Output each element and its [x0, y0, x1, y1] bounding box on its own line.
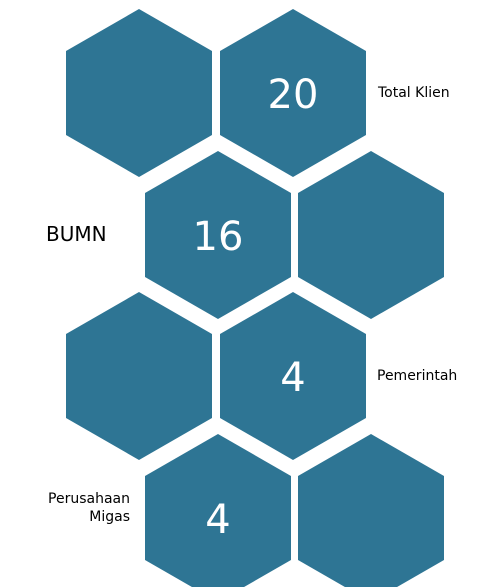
hexagon — [145, 151, 291, 319]
hexagon — [220, 9, 366, 177]
hexagon — [66, 9, 212, 177]
item-value: 4 — [280, 355, 305, 401]
hexagon — [220, 292, 366, 460]
item-label: Pemerintah — [377, 368, 458, 384]
hexagon — [66, 292, 212, 460]
item-value: 20 — [268, 72, 319, 118]
hexagon — [298, 434, 444, 587]
item-value: 4 — [205, 497, 230, 543]
hexagon — [298, 151, 444, 319]
hexagon — [145, 434, 291, 587]
item-value: 16 — [193, 214, 244, 260]
item-label: BUMN — [46, 222, 107, 246]
item-label: Total Klien — [378, 85, 450, 101]
item-label: Perusahaan Migas — [48, 491, 130, 525]
